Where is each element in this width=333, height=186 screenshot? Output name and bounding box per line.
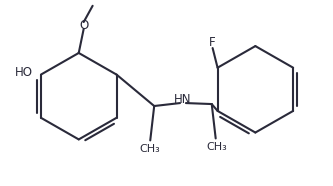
Text: HO: HO: [15, 66, 33, 79]
Text: HN: HN: [174, 93, 192, 106]
Text: CH₃: CH₃: [139, 144, 160, 154]
Text: O: O: [79, 19, 88, 32]
Text: F: F: [209, 36, 216, 49]
Text: methoxy: methoxy: [94, 2, 100, 3]
Text: CH₃: CH₃: [206, 142, 227, 152]
